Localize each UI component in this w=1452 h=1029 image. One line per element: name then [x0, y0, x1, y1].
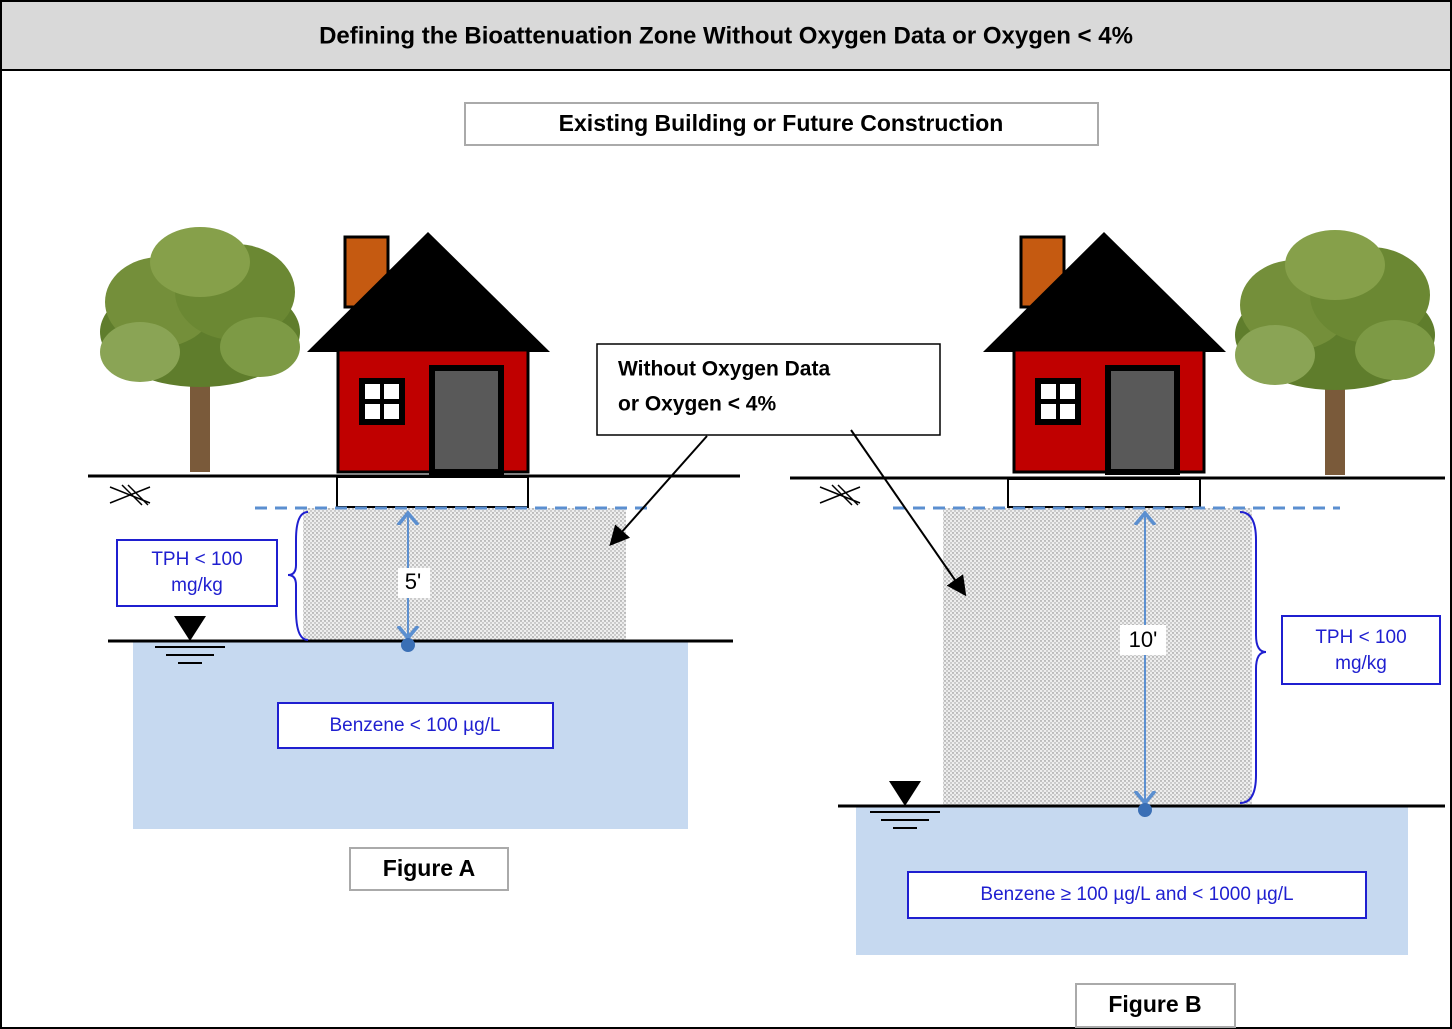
benzene-label: Benzene ≥ 100 µg/L and < 1000 µg/L: [980, 884, 1293, 905]
tph-label: TPH < 100: [151, 549, 242, 570]
diagram: Defining the Bioattenuation Zone Without…: [0, 0, 1452, 1029]
benzene-label: Benzene < 100 µg/L: [330, 715, 501, 736]
bioattenuation-zone: [943, 508, 1252, 805]
bioattenuation-zone: [303, 508, 626, 641]
figure-label: Figure B: [1108, 991, 1201, 1017]
foundation: [1008, 479, 1200, 507]
depth-label: 5': [405, 569, 421, 594]
tph-unit: mg/kg: [1335, 653, 1387, 674]
figure-label: Figure A: [383, 855, 475, 881]
tph-unit: mg/kg: [171, 575, 223, 596]
callout-line: or Oxygen < 4%: [618, 393, 776, 416]
point: [401, 638, 415, 652]
title: Defining the Bioattenuation Zone Without…: [319, 22, 1133, 49]
foundation: [337, 477, 528, 507]
point: [1138, 803, 1152, 817]
tph-label: TPH < 100: [1315, 627, 1406, 648]
depth-label: 10': [1129, 627, 1158, 652]
subtitle: Existing Building or Future Construction: [559, 110, 1004, 136]
callout-line: Without Oxygen Data: [618, 358, 830, 381]
